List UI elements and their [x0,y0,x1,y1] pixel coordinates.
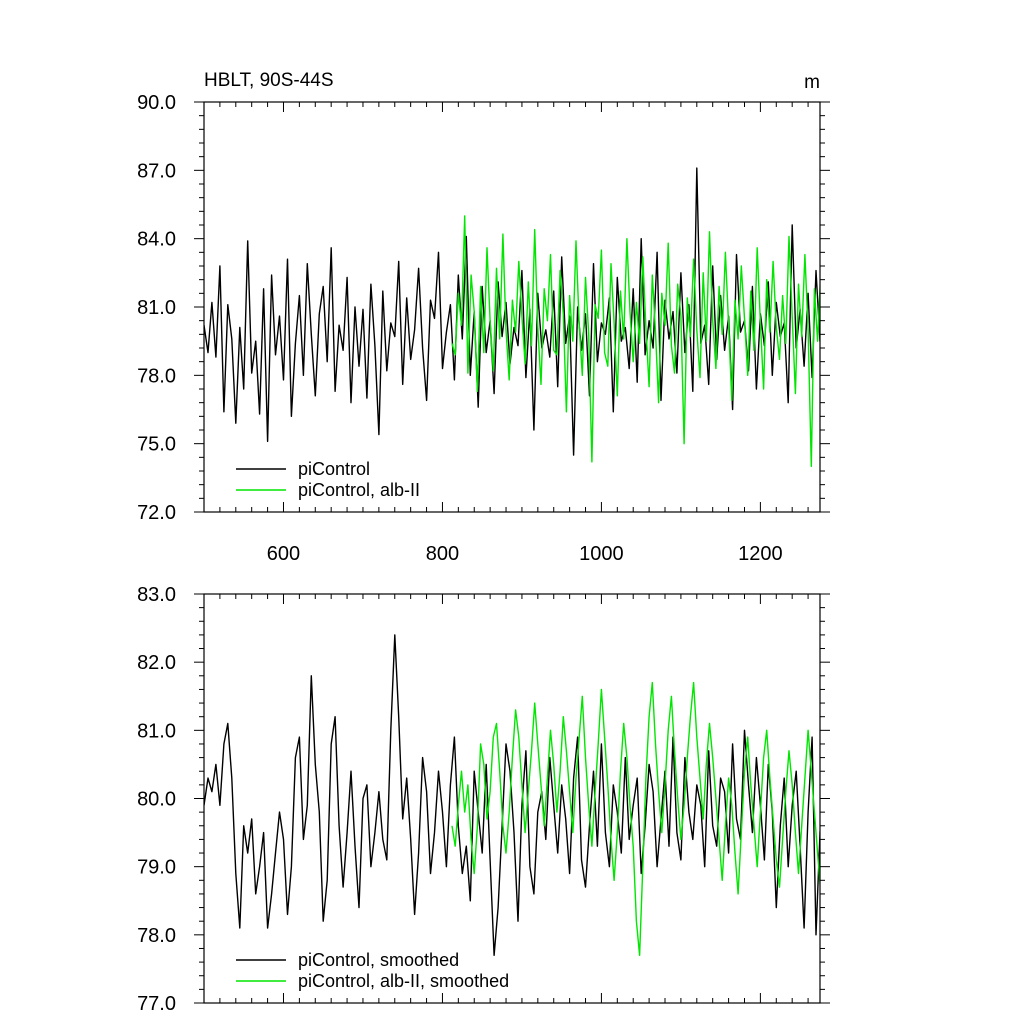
y-tick-label: 83.0 [137,584,176,606]
legend: piControl piControl, alb-II [236,459,420,500]
series-layer [204,634,820,956]
units-label: m [804,72,820,93]
axes-frame: 77.0 78.0 79.0 80.0 81.0 82.0 83.0 [137,584,830,1015]
series-line-picontrol-alb-ii [451,681,820,956]
series-line-picontrol-alb-ii [451,215,820,468]
y-tick-label: 81.0 [137,297,176,319]
y-tick-label: 84.0 [137,229,176,251]
series-layer [204,167,820,468]
y-tick-label: 77.0 [137,993,176,1015]
y-tick-label: 79.0 [137,857,176,879]
legend-label-picontrol-smoothed: piControl, smoothed [298,950,459,970]
x-tick-label: 800 [426,543,459,565]
y-tick-label: 87.0 [137,160,176,182]
y-tick-label: 72.0 [137,502,176,524]
chart-title: HBLT, 90S-44S [204,70,334,91]
x-tick-label: 1200 [738,543,783,565]
legend-label-picontrol: piControl [298,459,370,479]
bottom-chart-panel: 77.0 78.0 79.0 80.0 81.0 82.0 83.0 piControl, … [137,584,830,1015]
y-tick-label: 82.0 [137,652,176,674]
y-tick-label: 75.0 [137,434,176,456]
legend: piControl, smoothed piControl, alb-II, s… [236,950,509,991]
y-tick-label: 80.0 [137,789,176,811]
y-tick-label: 78.0 [137,925,176,947]
x-tick-label: 600 [267,543,300,565]
y-tick-label: 78.0 [137,365,176,387]
legend-label-picontrol-alb-ii: piControl, alb-II [298,480,420,500]
y-tick-label: 90.0 [137,92,176,114]
y-tick-label: 81.0 [137,720,176,742]
axes-frame: 72.0 75.0 78.0 81.0 84.0 87.0 90.0 600 800 1000 12… [137,92,830,565]
top-chart-panel: HBLT, 90S-44S m 72.0 75.0 78.0 81.0 84.0 87.0… [137,70,830,565]
x-tick-label: 1000 [579,543,624,565]
series-line-picontrol [204,634,820,956]
legend-label-picontrol-alb-ii-smoothed: piControl, alb-II, smoothed [298,971,509,991]
